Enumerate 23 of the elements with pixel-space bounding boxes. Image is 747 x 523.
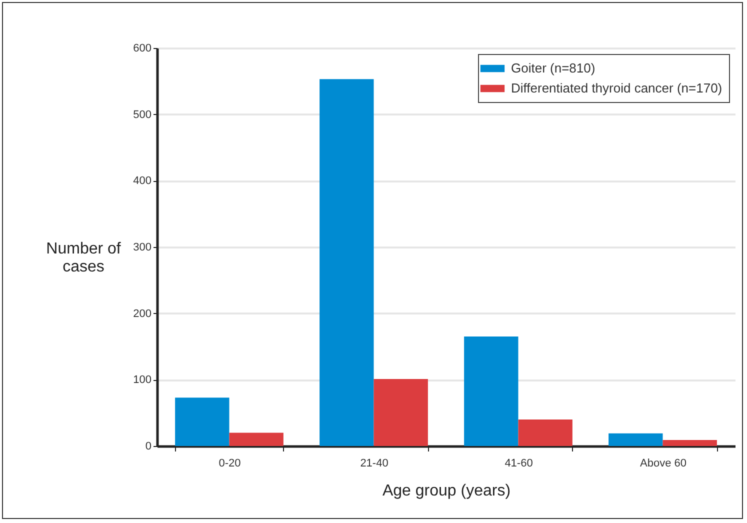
y-tick-label: 600: [133, 42, 152, 54]
y-tick-label: 0: [145, 440, 152, 452]
bar: [320, 79, 374, 446]
bar: [662, 440, 717, 446]
legend-label: Goiter (n=810): [511, 60, 596, 76]
bar: [374, 379, 428, 446]
bar: [464, 336, 518, 446]
y-axis-title: Number of cases: [46, 240, 122, 276]
bar: [518, 419, 572, 446]
x-tick-label: 0-20: [218, 458, 241, 470]
y-tick-label: 100: [133, 374, 152, 386]
bar: [608, 433, 663, 446]
y-tick-label: 300: [133, 242, 152, 254]
x-tick-label: 21-40: [360, 458, 388, 470]
y-tick-label: 500: [133, 108, 152, 121]
x-tick-label: 41-60: [504, 458, 533, 470]
x-tick-label: Above 60: [640, 458, 686, 470]
bar: [229, 432, 284, 446]
y-tick-label: 400: [133, 175, 152, 188]
y-tick-label: 200: [133, 308, 152, 320]
x-axis-title: Age group (years): [382, 482, 511, 500]
legend-label: Differentiated thyroid cancer (n=170): [511, 80, 722, 96]
bar: [175, 398, 230, 446]
